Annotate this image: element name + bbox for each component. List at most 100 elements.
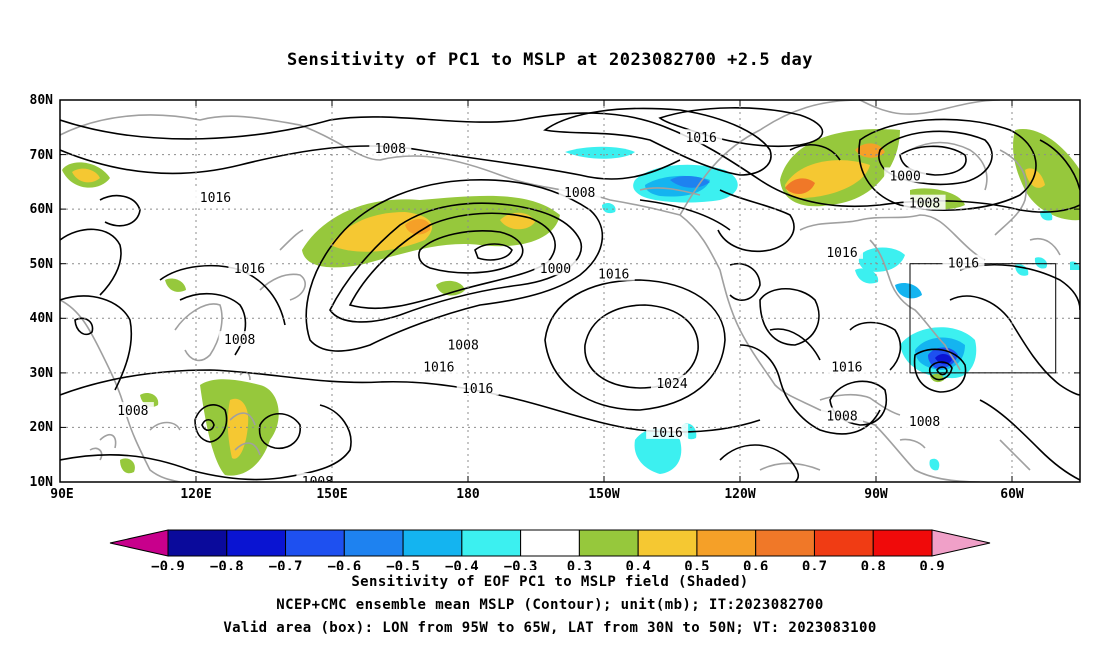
lon-label-90e: 90E: [50, 487, 73, 502]
contour-label: 1016: [598, 268, 629, 283]
colorbar-tick-label: −0.5: [386, 559, 420, 570]
contour-label: 1016: [831, 360, 862, 375]
contour-label: 1016: [948, 257, 979, 272]
contour-label-bg: [942, 254, 985, 270]
colorbar-tick-label: 0.3: [567, 559, 592, 570]
contour-label-bg: [680, 129, 723, 145]
contour-label-bg: [646, 423, 689, 439]
colorbar-tick-label: −0.3: [504, 559, 538, 570]
lat-label-30n: 30N: [30, 366, 54, 381]
contour-label: 1016: [651, 426, 682, 441]
colorbar-box: [637, 529, 698, 557]
colorbar-tick-label: −0.6: [327, 559, 361, 570]
contour-label-bg: [821, 243, 863, 259]
colorbar-tick-label: 0.7: [802, 559, 827, 570]
contour-label: 1016: [685, 131, 716, 146]
caption-contour: NCEP+CMC ensemble mean MSLP (Contour); u…: [276, 597, 824, 613]
colorbar-tick-label: −0.7: [269, 559, 303, 570]
contour-label-bg: [592, 265, 635, 281]
colorbar-box: [285, 529, 345, 557]
lat-label-10n: 10N: [30, 475, 54, 490]
contour-label-bg: [369, 140, 412, 156]
contour-label-bg: [903, 412, 946, 428]
lat-label-70n: 70N: [30, 148, 54, 163]
colorbar-arrow-max: [931, 529, 991, 557]
contour-label: 1016: [423, 360, 454, 375]
sensitivity-map: 1008 1016 1000 1008 1008 1016 1016 1000 1016 1016…: [30, 93, 1081, 502]
axis-ticks: [60, 100, 1080, 482]
contour-label: 1016: [462, 382, 493, 397]
lat-label-40n: 40N: [30, 311, 54, 326]
contour-label: 1016: [826, 246, 857, 261]
contour-label-bg: [534, 260, 577, 276]
contour-label: 1008: [564, 186, 595, 201]
colorbar-box: [872, 529, 933, 557]
contour-label: 1008: [117, 404, 148, 419]
contour-label-bg: [884, 167, 927, 183]
lat-label-60n: 60N: [30, 202, 54, 217]
contour-label: 1000: [540, 262, 571, 277]
colorbar-box: [343, 529, 404, 557]
contour-label-bg: [825, 358, 868, 374]
contour-label: 1008: [826, 410, 857, 425]
lon-label-150w: 150W: [588, 487, 619, 502]
caption-valid-area: Valid area (box): LON from 95W to 65W, L…: [223, 620, 877, 636]
colorbar-box: [402, 529, 463, 557]
contour-label: 1024: [656, 377, 687, 392]
map-title: Sensitivity of PC1 to MSLP at 2023082700…: [286, 50, 813, 70]
contour-label: 1008: [909, 415, 940, 430]
colorbar-box: [461, 529, 522, 557]
contour-label: 1008: [302, 475, 333, 490]
contour-label-bg: [296, 473, 339, 482]
colorbar-tick-label: 0.4: [626, 559, 651, 570]
lon-label-120e: 120E: [180, 487, 211, 502]
contour-label: 1008: [375, 142, 406, 157]
contour-label-bg: [228, 260, 271, 276]
colorbar-tick-label: 0.8: [861, 559, 886, 570]
contour-label-bg: [218, 331, 261, 347]
contour-label: 1008: [447, 339, 478, 354]
shaded-sensitivity: [62, 129, 1080, 476]
colorbar-tick-label: 0.9: [919, 559, 944, 570]
contour-label-bg: [194, 189, 237, 205]
contour-label: 1008: [224, 333, 255, 348]
colorbar: −0.9 −0.8 −0.7 −0.6 −0.5 −0.4 −0.3 0.3 0.4 0.5 0.6…: [109, 529, 991, 570]
colorbar-tick-label: 0.6: [743, 559, 768, 570]
contour-label-bg: [903, 194, 946, 210]
contour-label: 1000: [889, 169, 920, 184]
colorbar-box: [520, 529, 580, 557]
contour-label: 1016: [234, 262, 265, 277]
lon-label-150e: 150E: [316, 487, 347, 502]
coastlines: [60, 100, 1061, 482]
colorbar-tick-label: −0.4: [445, 559, 479, 570]
contour-label-bg: [651, 374, 693, 390]
colorbar-box: [226, 529, 287, 557]
contour-label-bg: [417, 358, 460, 374]
lat-label-80n: 80N: [30, 93, 54, 108]
contour-label-bg: [456, 380, 499, 396]
contour-label-bg: [558, 183, 601, 199]
contour-label: 1008: [909, 197, 940, 212]
lat-label-50n: 50N: [30, 257, 54, 272]
map-frame: [59, 99, 1081, 483]
lat-label-20n: 20N: [30, 420, 54, 435]
caption-shaded: Sensitivity of EOF PC1 to MSLP field (Sh…: [351, 574, 749, 590]
contour-label-bg: [821, 407, 863, 423]
colorbar-box: [578, 529, 639, 557]
lon-label-90w: 90W: [864, 487, 888, 502]
lon-labels: 90E 120E 150E 180 150W 120W 90W 60W: [50, 487, 1024, 502]
lat-labels: 80N 70N 60N 50N 40N 30N 20N 10N: [30, 93, 54, 490]
contour-label: 1016: [200, 191, 231, 206]
colorbar-box: [755, 529, 815, 557]
colorbar-tick-label: 0.5: [684, 559, 709, 570]
colorbar-arrow-min: [109, 529, 169, 557]
contour-labels: 1008 1016 1000 1008 1008 1016 1016 1000 1016 1016…: [111, 129, 985, 490]
lon-label-60w: 60W: [1000, 487, 1024, 502]
lon-label-120w: 120W: [724, 487, 755, 502]
colorbar-box: [696, 529, 757, 557]
contour-label-bg: [111, 402, 154, 418]
colorbar-box: [167, 529, 228, 557]
colorbar-tick-label: −0.8: [210, 559, 244, 570]
lon-label-180: 180: [456, 487, 480, 502]
contour-label-bg: [442, 336, 485, 352]
